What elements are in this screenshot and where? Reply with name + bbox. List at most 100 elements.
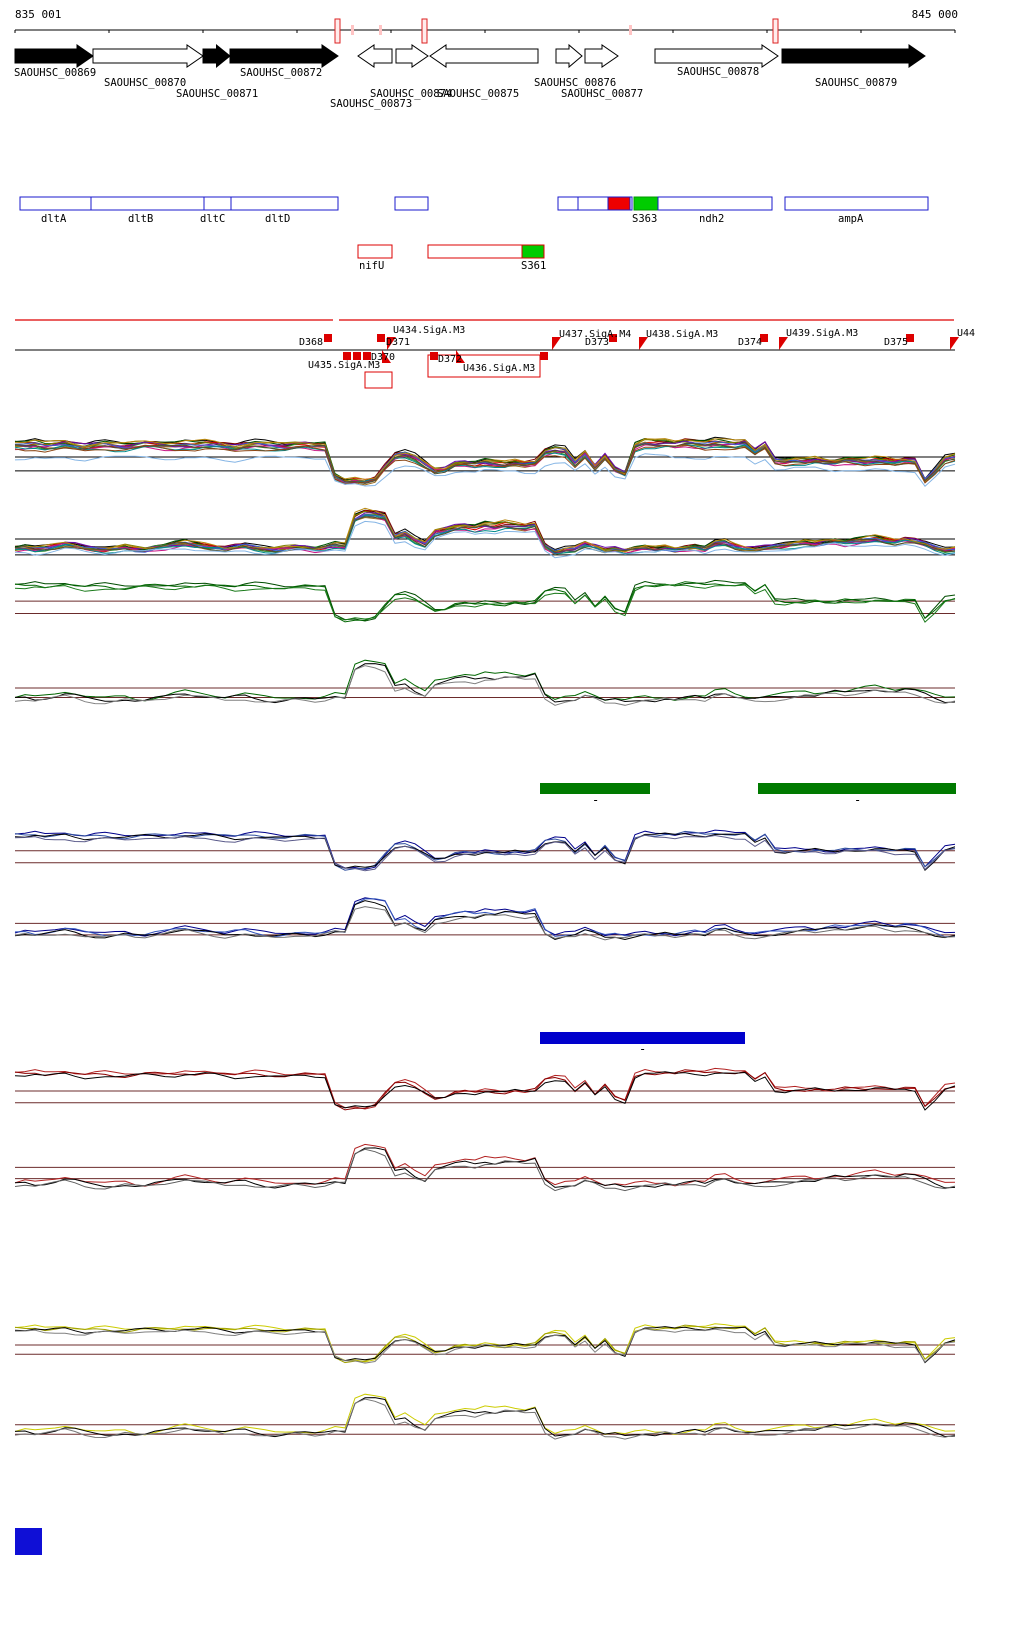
coverage-line-all-libs-forward	[14, 438, 956, 483]
ruler-marker-strong[interactable]	[772, 18, 779, 44]
operon-box[interactable]	[19, 196, 339, 211]
operon-label: dltC	[200, 213, 225, 225]
ruler-marker-weak	[379, 25, 382, 35]
coverage-line-red-forward	[14, 1069, 956, 1111]
promoter-label: U438.SigA.M3	[646, 329, 718, 340]
gene-label: SAOUHSC_00879	[815, 77, 897, 89]
gene-arrow[interactable]	[584, 44, 619, 68]
tss-flag-up[interactable]	[552, 337, 561, 350]
operon-label: ndh2	[699, 213, 724, 225]
promoter-label: U439.SigA.M3	[786, 328, 858, 339]
coverage-line-green-reverse	[14, 659, 956, 702]
tss-flag-up[interactable]	[950, 337, 959, 350]
coverage-line-blue-reverse	[14, 900, 956, 941]
gene-label: SAOUHSC_00871	[176, 88, 258, 100]
corner-blue-square[interactable]	[15, 1528, 42, 1555]
coverage-line-green-forward	[14, 583, 956, 623]
ruler-end-label: 845 000	[911, 8, 958, 21]
ruler-marker-strong[interactable]	[421, 18, 428, 44]
segment-strand-label: -	[592, 793, 599, 807]
coverage-line-yellow-forward	[14, 1323, 956, 1363]
operon-box[interactable]	[784, 196, 929, 211]
gene-label: SAOUHSC_00874	[370, 88, 452, 100]
gene-arrow[interactable]	[202, 43, 231, 69]
gene-label: SAOUHSC_00872	[240, 67, 322, 79]
coverage-line-yellow-forward	[14, 1328, 956, 1364]
tss-marker-square[interactable]	[760, 334, 768, 342]
promoter-label: D372	[438, 354, 462, 365]
operon-box-fill	[633, 196, 659, 211]
tss-marker-square[interactable]	[609, 334, 617, 342]
promoter-label: D373	[585, 337, 609, 348]
coverage-line-blue-forward	[14, 834, 956, 872]
promoter-label: D370	[371, 352, 395, 363]
promoter-label: U44	[957, 328, 975, 339]
ruler-marker-weak	[629, 25, 632, 35]
operon-label: dltB	[128, 213, 153, 225]
coverage-line-red-forward	[14, 1071, 956, 1111]
promoter-label: U434.SigA.M3	[393, 325, 465, 336]
coverage-line-all-libs-forward	[14, 453, 956, 487]
gene-arrow[interactable]	[781, 44, 926, 68]
coverage-line-yellow-forward	[14, 1324, 956, 1364]
gene-label: SAOUHSC_00877	[561, 88, 643, 100]
gene-arrow[interactable]	[395, 44, 429, 68]
coverage-line-red-reverse	[14, 1143, 956, 1187]
segment-strand-label: -	[639, 1042, 646, 1056]
promoter-region-box[interactable]	[427, 354, 541, 378]
operon-label: ampA	[838, 213, 864, 225]
tss-marker-square[interactable]	[377, 334, 385, 342]
promoter-label: D371	[386, 337, 410, 348]
operon-box-fill	[607, 196, 631, 211]
gene-arrow[interactable]	[429, 44, 539, 68]
ruler-marker-strong[interactable]	[334, 18, 341, 44]
coverage-line-blue-reverse	[14, 906, 956, 941]
operon-box[interactable]	[657, 196, 773, 211]
coverage-line-yellow-reverse	[14, 1393, 956, 1436]
gene-arrow[interactable]	[229, 44, 339, 68]
transcript-box-fill	[521, 244, 545, 259]
promoter-label: D375	[884, 337, 908, 348]
gene-label: SAOUHSC_00870	[104, 77, 186, 89]
gene-arrow[interactable]	[357, 44, 393, 68]
promoter-label: U437.SigA.M4	[559, 329, 631, 340]
ruler-start-label: 835 001	[15, 8, 62, 21]
tss-marker-square[interactable]	[906, 334, 914, 342]
segment-bar[interactable]	[758, 783, 956, 794]
transcript-box[interactable]	[357, 244, 393, 259]
transcript-label: S361	[521, 260, 546, 272]
segment-bar[interactable]	[540, 1032, 745, 1044]
coverage-line-green-forward	[14, 579, 956, 622]
gene-arrow[interactable]	[14, 44, 94, 68]
tss-flag-up[interactable]	[779, 337, 788, 350]
promoter-region-box[interactable]	[364, 371, 393, 389]
segment-bar[interactable]	[540, 783, 650, 794]
gene-arrow[interactable]	[92, 44, 204, 68]
gene-label: SAOUHSC_00875	[437, 88, 519, 100]
tss-flag-up[interactable]	[387, 337, 396, 350]
operon-box[interactable]	[394, 196, 429, 211]
operon-label: dltA	[41, 213, 67, 225]
gene-arrow[interactable]	[555, 43, 583, 69]
coverage-line-all-libs-reverse	[14, 516, 956, 554]
tss-flag-down[interactable]	[456, 350, 465, 363]
operon-label: dltD	[265, 213, 290, 225]
coverage-line-blue-forward	[14, 829, 956, 870]
tss-marker-square[interactable]	[363, 352, 371, 360]
coverage-line-green-reverse	[14, 663, 956, 704]
tss-marker-square[interactable]	[353, 352, 361, 360]
tss-flag-up[interactable]	[639, 337, 648, 350]
segment-strand-label: -	[854, 793, 861, 807]
gene-label: SAOUHSC_00873	[330, 98, 412, 110]
tss-marker-square[interactable]	[430, 352, 438, 360]
coverage-line-green-reverse	[14, 665, 956, 706]
coverage-line-all-libs-forward	[14, 443, 956, 485]
gene-arrow[interactable]	[654, 44, 779, 68]
gene-label: SAOUHSC_00878	[677, 66, 759, 78]
tss-marker-square[interactable]	[540, 352, 548, 360]
tss-marker-square[interactable]	[343, 352, 351, 360]
tss-flag-down[interactable]	[382, 350, 391, 363]
tss-marker-square[interactable]	[324, 334, 332, 342]
